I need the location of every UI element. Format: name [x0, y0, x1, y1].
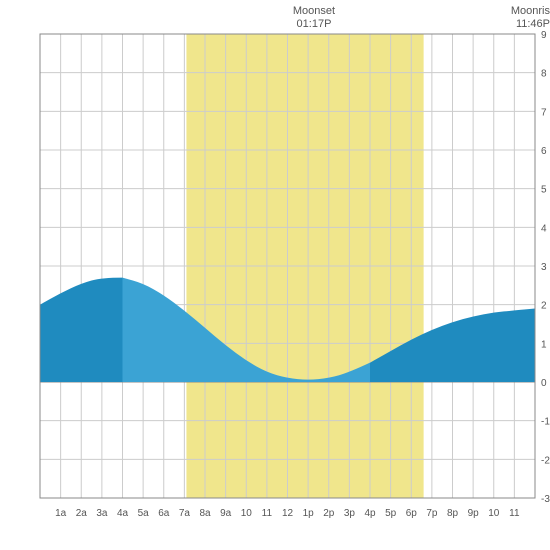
- svg-text:7p: 7p: [426, 508, 438, 519]
- svg-text:4: 4: [541, 223, 547, 234]
- svg-text:4p: 4p: [364, 508, 376, 519]
- svg-text:4a: 4a: [117, 508, 129, 519]
- svg-text:10: 10: [241, 508, 253, 519]
- svg-text:11: 11: [509, 508, 520, 519]
- svg-text:7: 7: [541, 107, 547, 118]
- svg-text:6: 6: [541, 146, 547, 157]
- tide-chart-container: 1a2a3a4a5a6a7a8a9a1011121p2p3p4p5p6p7p8p…: [0, 0, 550, 550]
- annotation-0: Moonset01:17P: [293, 5, 335, 31]
- svg-text:7a: 7a: [179, 508, 191, 519]
- svg-text:6a: 6a: [158, 508, 170, 519]
- svg-text:9: 9: [541, 30, 547, 41]
- svg-text:-1: -1: [541, 417, 550, 428]
- svg-text:8: 8: [541, 69, 547, 80]
- svg-text:6p: 6p: [406, 508, 418, 519]
- svg-text:10: 10: [488, 508, 500, 519]
- svg-text:-2: -2: [541, 455, 550, 466]
- svg-text:0: 0: [541, 378, 547, 389]
- svg-text:3a: 3a: [96, 508, 108, 519]
- svg-text:3p: 3p: [344, 508, 356, 519]
- svg-text:3: 3: [541, 262, 547, 273]
- svg-text:2p: 2p: [323, 508, 335, 519]
- svg-text:5a: 5a: [138, 508, 150, 519]
- annotation-1: Moonris11:46P: [511, 5, 550, 31]
- svg-text:5p: 5p: [385, 508, 397, 519]
- svg-text:2a: 2a: [76, 508, 88, 519]
- svg-text:1a: 1a: [55, 508, 67, 519]
- svg-text:12: 12: [282, 508, 294, 519]
- tide-chart: 1a2a3a4a5a6a7a8a9a1011121p2p3p4p5p6p7p8p…: [0, 0, 550, 550]
- svg-text:1p: 1p: [303, 508, 315, 519]
- svg-text:5: 5: [541, 185, 547, 196]
- svg-text:9a: 9a: [220, 508, 232, 519]
- svg-text:11: 11: [262, 508, 273, 519]
- svg-text:-3: -3: [541, 494, 550, 505]
- svg-text:1: 1: [541, 339, 547, 350]
- svg-text:2: 2: [541, 301, 547, 312]
- svg-text:8p: 8p: [447, 508, 459, 519]
- svg-text:9p: 9p: [468, 508, 480, 519]
- svg-text:8a: 8a: [199, 508, 211, 519]
